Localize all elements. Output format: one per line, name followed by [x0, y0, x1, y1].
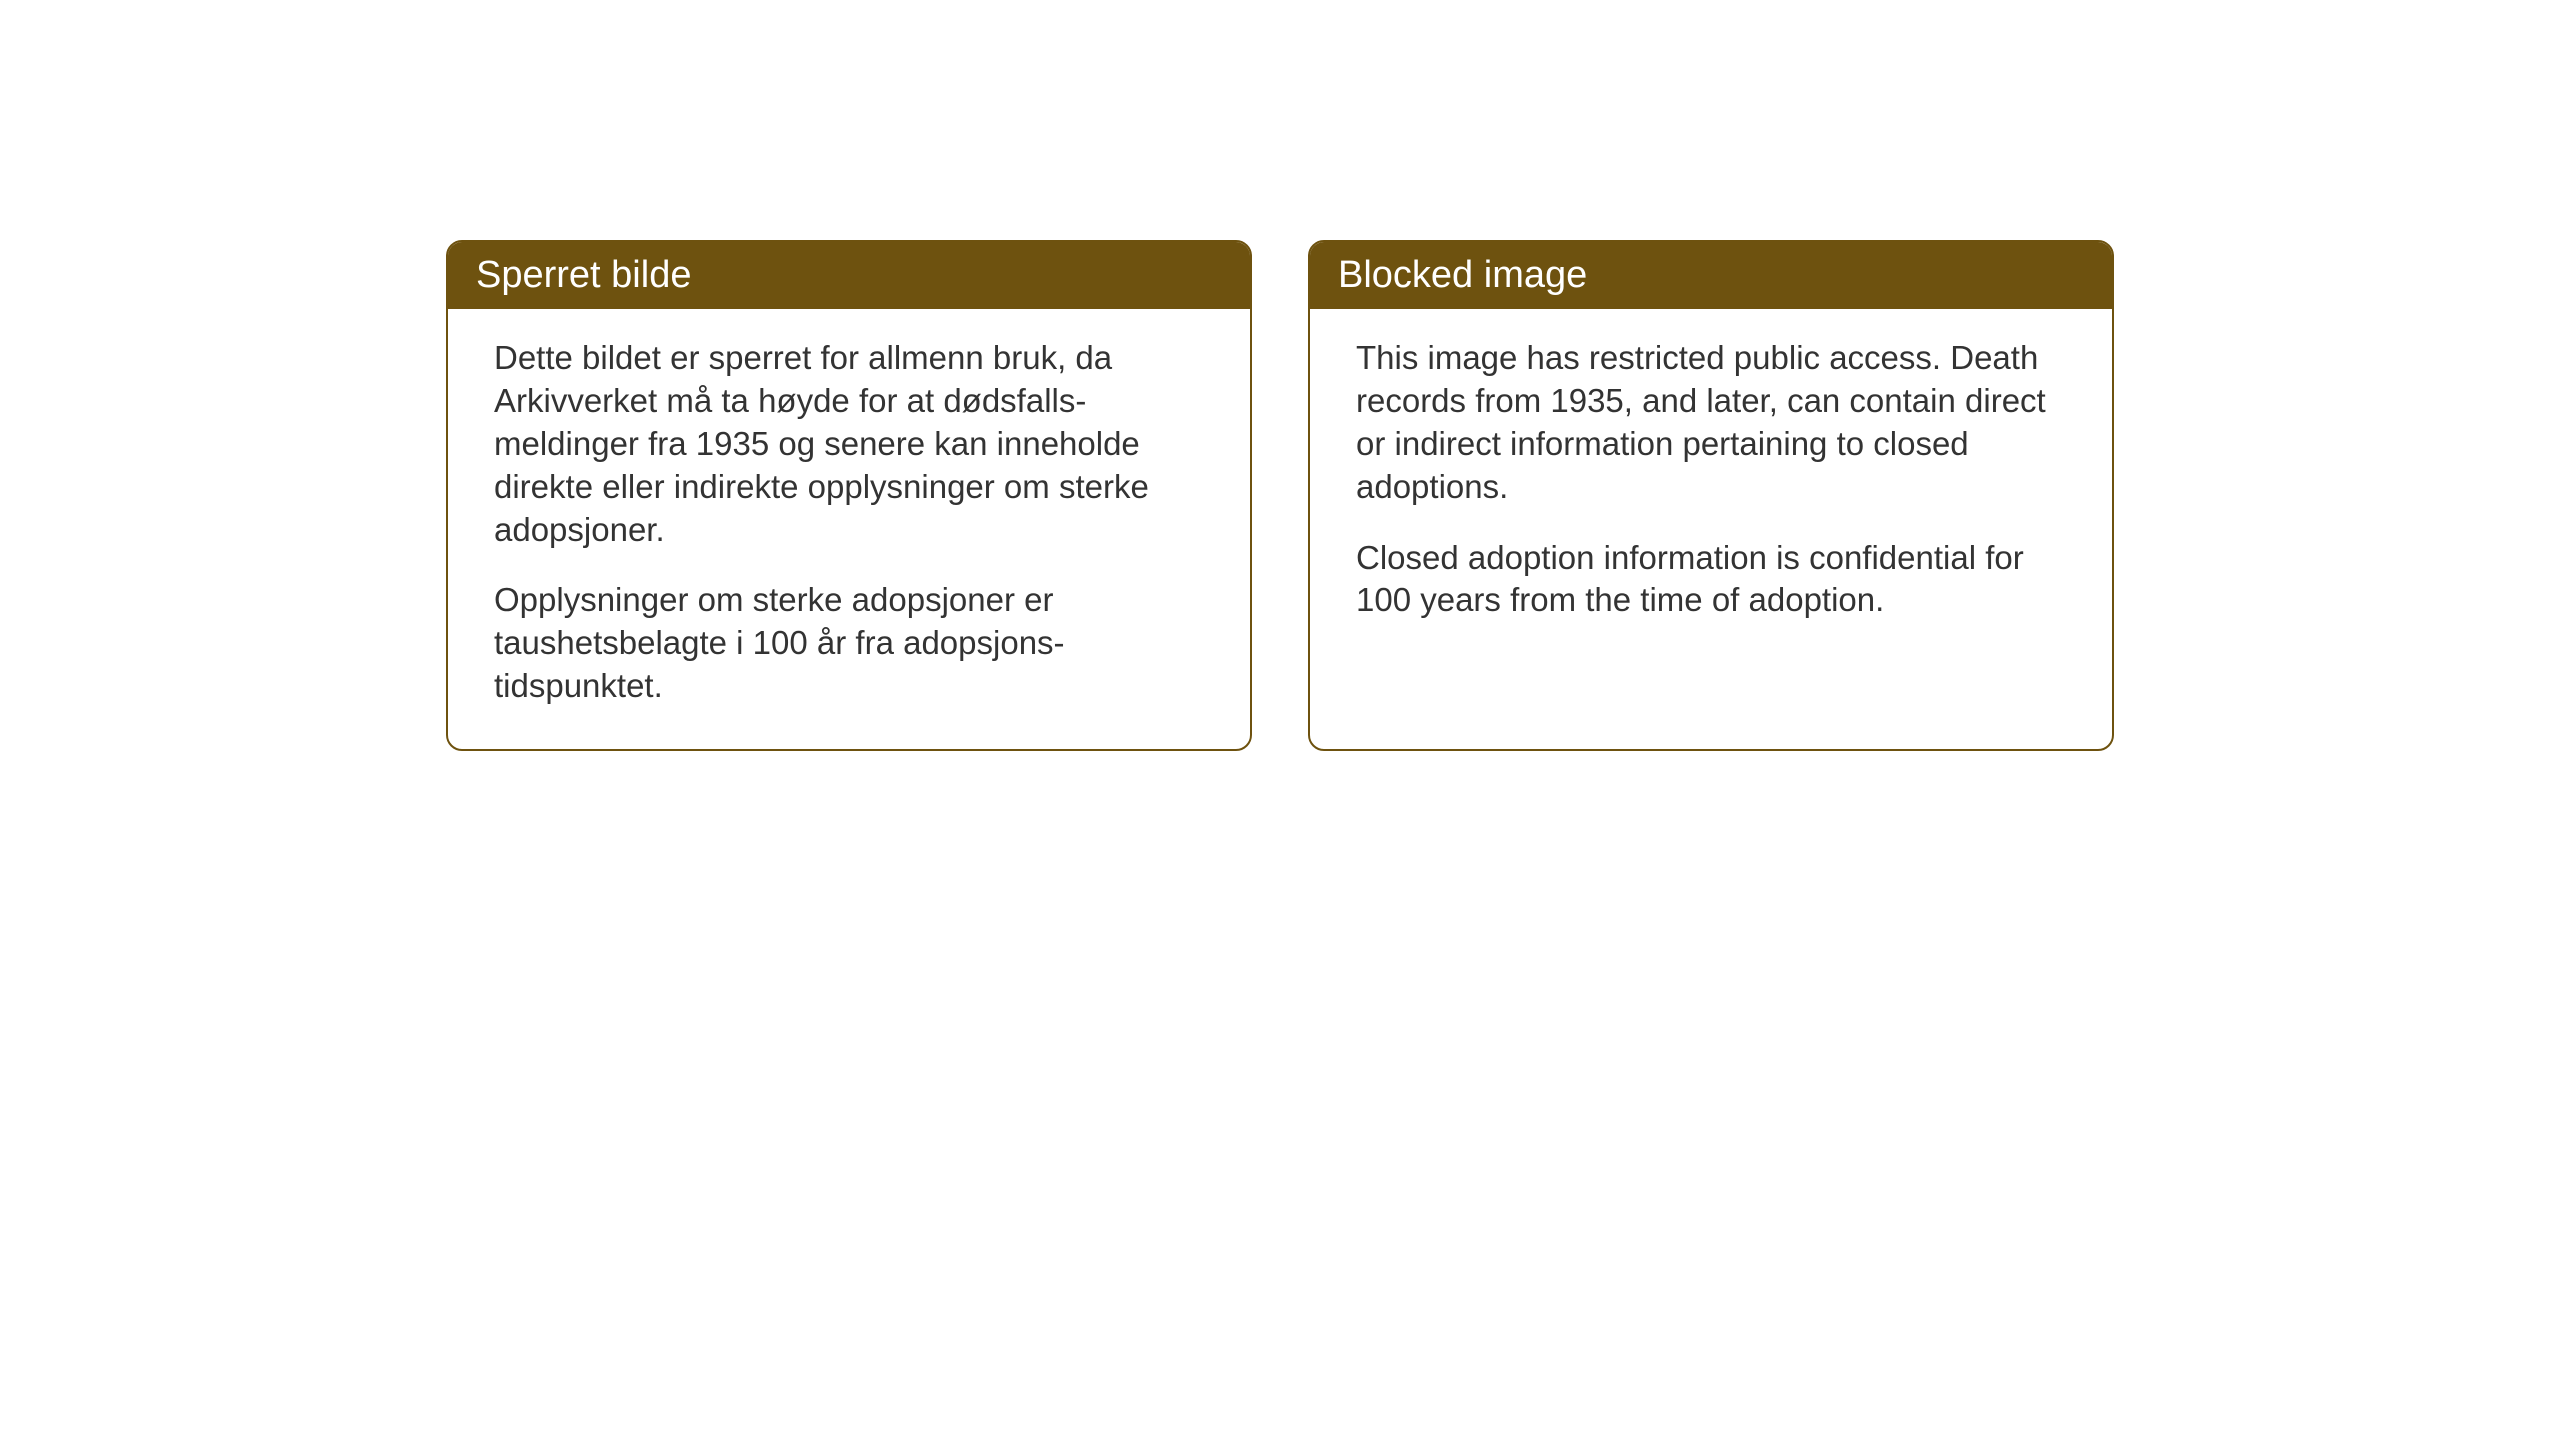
- card-header-english: Blocked image: [1310, 242, 2112, 309]
- card-norwegian: Sperret bilde Dette bildet er sperret fo…: [446, 240, 1252, 751]
- cards-container: Sperret bilde Dette bildet er sperret fo…: [446, 240, 2114, 751]
- card-english: Blocked image This image has restricted …: [1308, 240, 2114, 751]
- card-title-norwegian: Sperret bilde: [476, 254, 691, 296]
- card-paragraph2-norwegian: Opplysninger om sterke adopsjoner er tau…: [494, 579, 1204, 708]
- card-paragraph1-english: This image has restricted public access.…: [1356, 337, 2066, 509]
- card-paragraph2-english: Closed adoption information is confident…: [1356, 537, 2066, 623]
- card-body-english: This image has restricted public access.…: [1310, 309, 2112, 658]
- card-body-norwegian: Dette bildet er sperret for allmenn bruk…: [448, 309, 1250, 744]
- card-paragraph1-norwegian: Dette bildet er sperret for allmenn bruk…: [494, 337, 1204, 551]
- card-header-norwegian: Sperret bilde: [448, 242, 1250, 309]
- card-title-english: Blocked image: [1338, 254, 1587, 296]
